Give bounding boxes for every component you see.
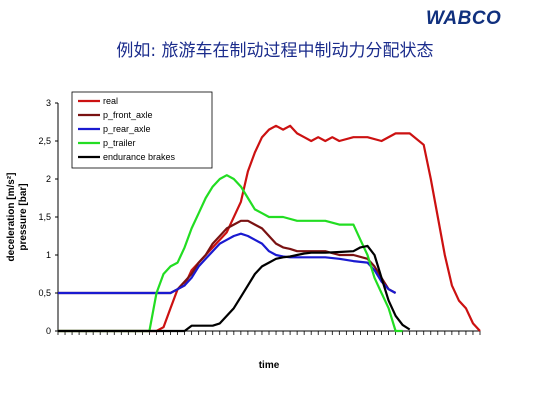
chart-series [58,124,481,333]
slide-title: 例如: 旅游车在制动过程中制动力分配状态 [116,41,434,61]
chart-legend: real p_front_axle p_rear_axle p_trailerendu… [71,91,213,169]
y-tick-label: 1,5 [38,212,51,222]
x-axis-label: time [259,360,280,371]
legend-label: p_trailer [103,138,136,148]
y-tick-label: 3 [46,98,51,108]
series-line-p-trailer [58,174,403,333]
y-tick-label: 1 [46,250,51,260]
y-tick-label: 0 [46,326,51,336]
series-line-real [58,124,481,333]
y-axis-label-pressure: pressure [bar] [18,183,29,250]
legend-label: endurance brakes [103,152,176,162]
series-line-endurance-brakes [58,244,411,333]
y-tick-label: 2,5 [38,136,51,146]
legend-label: real [103,96,118,106]
wabco-logo: WABCO [426,8,502,29]
y-tick-label: 0,5 [38,288,51,298]
legend-label: p_front_axle [103,110,153,120]
series-line-p-rear-axle [58,232,397,295]
series-line-p-front-axle [58,219,397,295]
y-tick-label: 2 [46,174,51,184]
y-axis-label-deceleration: deceleration [m/s²] [6,173,17,262]
legend-label: p_rear_axle [103,124,151,134]
